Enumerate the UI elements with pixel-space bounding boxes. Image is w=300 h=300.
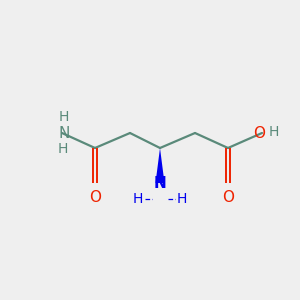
Text: H: H [133, 192, 143, 206]
Text: N: N [154, 176, 166, 190]
Text: N: N [58, 125, 70, 140]
Text: O: O [253, 125, 265, 140]
Text: H: H [59, 110, 69, 124]
Text: H: H [269, 125, 279, 139]
Text: H: H [58, 142, 68, 156]
Polygon shape [155, 148, 164, 183]
Text: H: H [177, 192, 187, 206]
Text: O: O [89, 190, 101, 205]
Text: O: O [222, 190, 234, 205]
